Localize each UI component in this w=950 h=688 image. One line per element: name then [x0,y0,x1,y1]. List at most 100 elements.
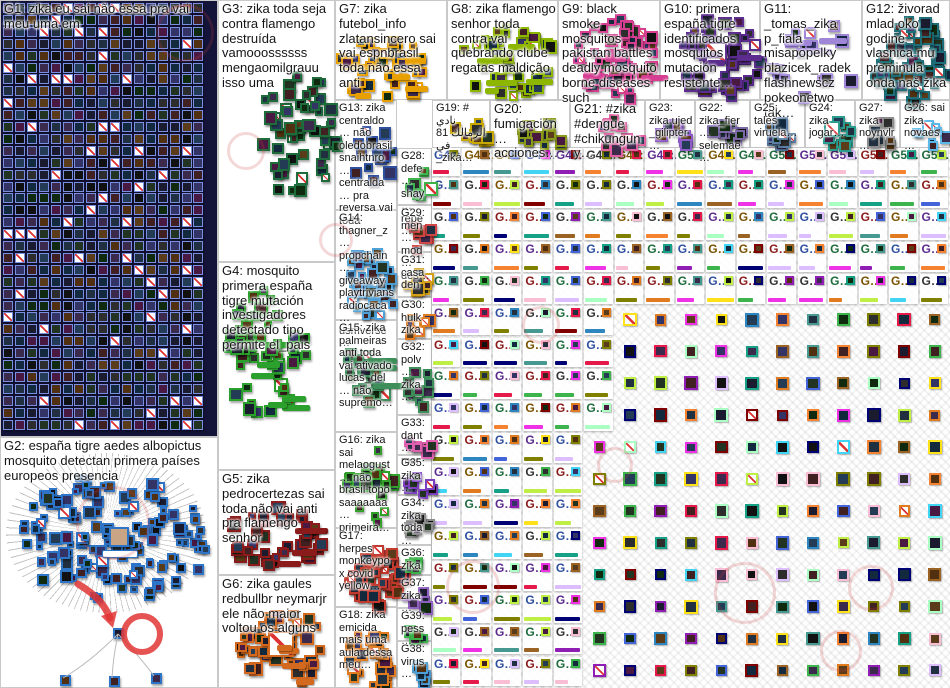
singleton-node[interactable] [806,664,819,677]
node[interactable] [815,243,825,253]
node[interactable] [181,217,192,228]
singleton-node[interactable] [623,345,637,358]
node[interactable] [14,157,25,168]
node[interactable] [110,264,121,275]
node[interactable] [113,509,122,518]
singleton-node-cell[interactable] [889,593,917,623]
node[interactable] [272,183,285,196]
node[interactable] [157,205,168,216]
node[interactable] [38,348,49,359]
node[interactable] [157,98,168,109]
singleton-node[interactable] [623,504,637,518]
node[interactable] [110,145,121,156]
node[interactable] [286,356,299,369]
group-box-g28[interactable]: G28: defe… shay… repe… [397,148,439,237]
node[interactable] [38,86,49,97]
node[interactable] [110,288,121,299]
node[interactable] [157,110,168,121]
singleton-node-cell[interactable] [889,625,917,655]
node[interactable] [169,14,180,25]
node[interactable] [181,407,192,418]
node[interactable] [906,275,916,285]
mini-group-cell[interactable]: G… [523,401,552,432]
node[interactable] [169,74,180,85]
node[interactable] [38,14,49,25]
node[interactable] [157,3,168,13]
node[interactable] [193,383,204,394]
node[interactable] [133,312,144,323]
group-box-g14[interactable]: G14: thagner_z… propchain… giveaway play… [335,210,399,349]
node[interactable] [122,193,132,204]
node[interactable] [110,324,121,335]
node[interactable] [255,331,266,343]
mini-group-cell[interactable]: G… [523,369,552,400]
node[interactable] [133,110,144,121]
node[interactable] [3,86,13,97]
node[interactable] [193,133,204,144]
singleton-node-cell[interactable] [737,625,765,655]
mini-group-cell[interactable]: G… [736,178,766,208]
node[interactable] [99,482,107,490]
node[interactable] [14,74,25,85]
node[interactable] [3,336,13,347]
node[interactable] [727,32,741,45]
mini-group-cell[interactable]: G… [462,369,491,400]
node[interactable] [145,110,156,121]
node[interactable] [86,181,97,192]
node[interactable] [3,300,13,311]
singleton-node[interactable] [623,600,637,613]
mini-group-cell[interactable]: G… [523,337,552,368]
node[interactable] [181,229,192,240]
singleton-node-cell[interactable] [828,657,856,687]
singleton-node-cell[interactable] [859,497,887,527]
node[interactable] [571,626,581,636]
node[interactable] [14,264,25,275]
node[interactable] [74,157,85,168]
singleton-node-cell[interactable] [645,593,673,623]
node[interactable] [133,276,144,287]
mini-group-cell[interactable]: G… [675,241,705,272]
singleton-node-cell[interactable] [645,497,673,527]
mini-group-cell[interactable]: G… [797,209,827,240]
mini-group-cell[interactable]: G… [462,433,491,464]
node[interactable] [272,309,284,321]
node[interactable] [62,360,73,370]
node[interactable] [601,180,611,189]
node[interactable] [157,38,168,49]
singleton-node[interactable] [684,409,698,422]
node[interactable] [326,117,336,127]
node[interactable] [74,348,85,359]
node[interactable] [38,169,49,180]
singleton-node[interactable] [807,568,819,581]
node[interactable] [122,14,132,25]
singleton-node-cell[interactable] [828,625,856,655]
node[interactable] [193,205,204,216]
node[interactable] [815,211,825,221]
node[interactable] [386,35,400,48]
node[interactable] [169,110,180,121]
node[interactable] [26,145,37,156]
node[interactable] [493,27,502,37]
node[interactable] [86,300,97,311]
node[interactable] [145,193,156,204]
node[interactable] [319,135,330,146]
node[interactable] [601,339,611,349]
node[interactable] [145,252,156,263]
node[interactable] [86,229,97,240]
node[interactable] [74,38,85,49]
node[interactable] [784,275,794,285]
singleton-node[interactable] [898,377,911,390]
singleton-node-cell[interactable] [889,529,917,559]
singleton-node-cell[interactable] [676,306,704,336]
singleton-node-cell[interactable] [584,625,612,655]
node[interactable] [185,530,193,538]
node[interactable] [730,76,742,89]
node[interactable] [241,320,253,332]
node[interactable] [3,50,13,61]
node[interactable] [601,243,611,253]
node[interactable] [181,193,192,204]
node[interactable] [38,26,49,37]
node[interactable] [754,243,764,253]
singleton-node-cell[interactable] [798,338,826,368]
node[interactable] [98,419,109,430]
